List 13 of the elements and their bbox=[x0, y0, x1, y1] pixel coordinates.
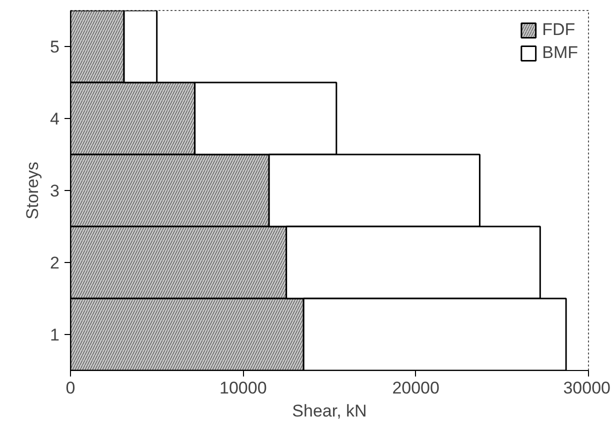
y-tick-label: 5 bbox=[50, 38, 60, 56]
x-axis-title: Shear, kN bbox=[292, 402, 367, 420]
y-tick-label: 2 bbox=[50, 254, 60, 272]
y-tick-label: 4 bbox=[50, 110, 60, 128]
y-tick-label: 3 bbox=[50, 182, 60, 200]
x-tick-label: 20000 bbox=[392, 378, 440, 398]
x-tick-label: 30000 bbox=[563, 378, 611, 398]
y-tick-label: 1 bbox=[50, 326, 60, 344]
y-axis-title: Storeys bbox=[23, 162, 42, 220]
x-tick-label: 0 bbox=[66, 378, 76, 398]
legend-label: FDF bbox=[542, 20, 576, 40]
x-tick-label: 10000 bbox=[220, 378, 267, 398]
legend-label: BMF bbox=[542, 43, 578, 63]
